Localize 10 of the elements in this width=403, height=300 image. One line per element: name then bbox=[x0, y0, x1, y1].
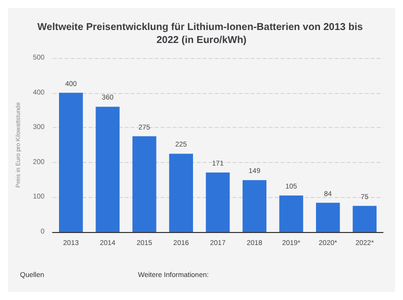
bar bbox=[352, 206, 377, 232]
bar bbox=[279, 195, 304, 232]
bar bbox=[169, 154, 194, 232]
bar bbox=[132, 136, 156, 232]
bar bbox=[206, 172, 230, 232]
bar bbox=[59, 92, 83, 232]
bar bbox=[96, 106, 120, 232]
bar bbox=[242, 180, 266, 232]
bar bbox=[316, 202, 340, 232]
chart-title: Weltweite Preisentwicklung für Lithium-Ionen-Batterien von 2013 bis 2022 (in Euro/kWh) bbox=[37, 22, 366, 46]
